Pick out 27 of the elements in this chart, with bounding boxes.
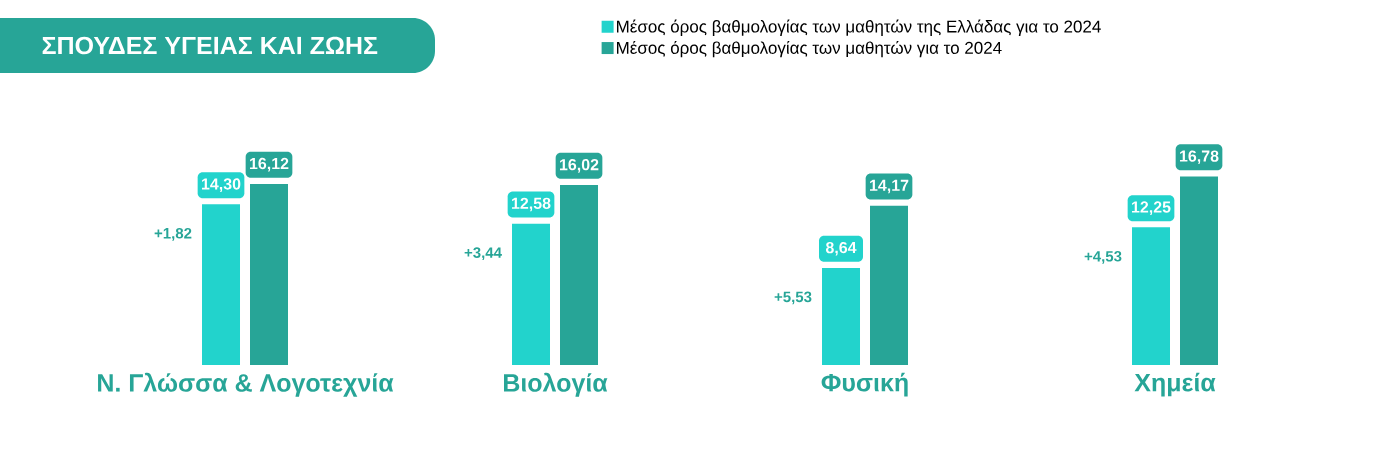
legend-label: Μέσος όρος βαθμολογίας των μαθητών της Ελλάδας για το 2024: [617, 19, 1101, 36]
data-label: 12,25: [1131, 201, 1171, 215]
data-label: 14,17: [869, 179, 909, 194]
data-label: 8,64: [825, 241, 857, 256]
x-tick-label: Χημεία: [1134, 372, 1216, 397]
bar: [512, 223, 551, 365]
data-label: 16,12: [249, 157, 289, 172]
bar: [870, 205, 909, 365]
data-label: 16,78: [1179, 150, 1219, 165]
annotation: +4,53: [1084, 250, 1122, 264]
data-label: 12,58: [511, 197, 551, 212]
x-tick-label: Βιολογία: [504, 372, 608, 397]
data-label: 14,30: [201, 178, 241, 192]
chart-title: ΣΠΟΥΔΕΣ ΥΓΕΙΑΣ ΚΑΙ ΖΩΗΣ: [42, 36, 378, 55]
data-label: 16,02: [559, 158, 599, 173]
bar: [250, 183, 288, 365]
annotation: +1,82: [154, 227, 192, 241]
bar: [1132, 227, 1171, 365]
x-tick-label: Ν. Γλώσσα & Λογοτεχνία: [98, 372, 394, 397]
bar: [560, 185, 598, 365]
annotation: +5,53: [774, 291, 812, 305]
bar: [822, 267, 861, 365]
legend-label: Μέσος όρος βαθμολογίας των μαθητών για το 2024: [617, 40, 1002, 58]
bar: [1180, 176, 1219, 365]
bar: [202, 204, 240, 365]
x-tick-label: Φυσική: [821, 372, 908, 397]
annotation: +3,44: [464, 247, 502, 261]
